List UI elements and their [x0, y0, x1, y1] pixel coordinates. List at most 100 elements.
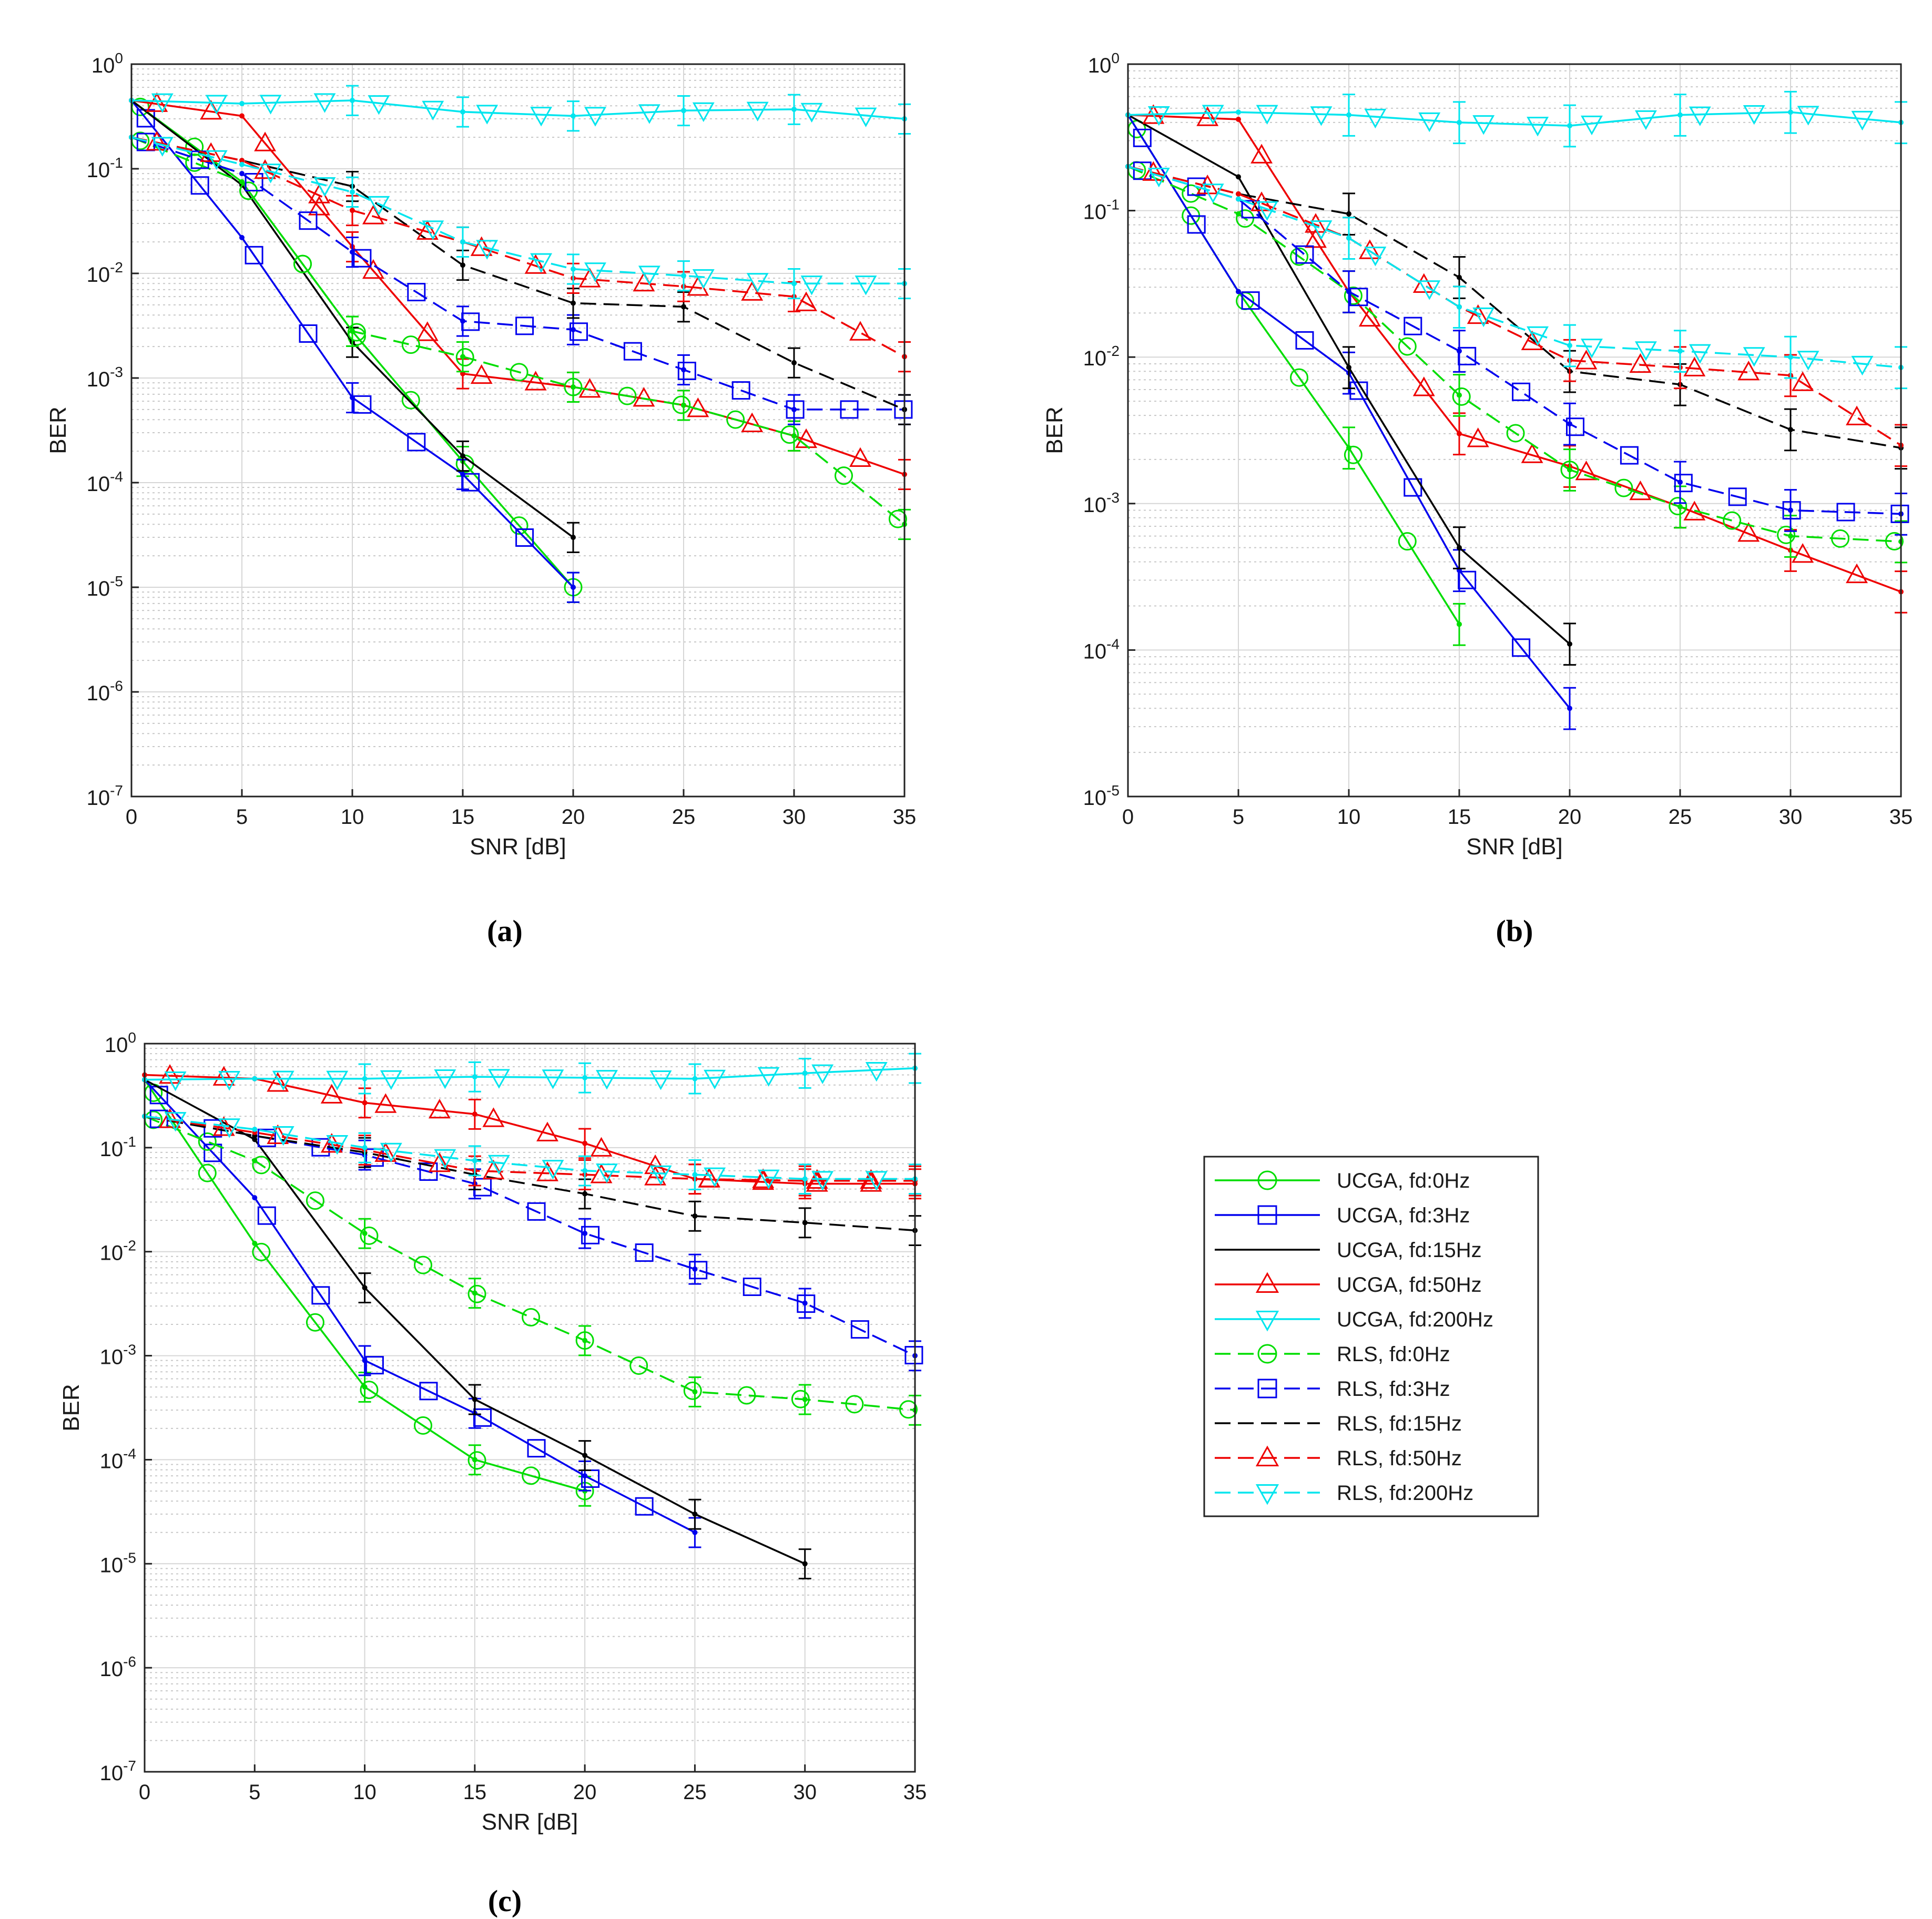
series-marker [515, 317, 534, 335]
series-marker [692, 102, 715, 123]
series-line [144, 1067, 916, 1081]
legend-entry: UCGA, fd:3Hz [1215, 1204, 1470, 1227]
series-marker [797, 1294, 816, 1313]
data-point [239, 100, 245, 106]
series-marker [299, 324, 318, 343]
series-marker [904, 1346, 923, 1365]
x-tick-label: 5 [249, 1781, 260, 1804]
series-marker [1560, 461, 1579, 479]
series-marker [1792, 543, 1814, 563]
series-marker [746, 273, 769, 293]
series-marker [850, 1320, 869, 1339]
axes-box [144, 1043, 916, 1773]
data-point [239, 171, 245, 177]
axes-box [1127, 63, 1902, 798]
legend-entry: UCGA, fd:50Hz [1215, 1272, 1482, 1297]
data-point [239, 234, 245, 240]
series-marker [1723, 511, 1742, 530]
panel-caption: (b) [1496, 914, 1533, 948]
legend-entry: UCGA, fd:200Hz [1215, 1308, 1493, 1332]
y-tick-label: 100 [1088, 50, 1120, 77]
series-marker [299, 211, 318, 230]
series-marker [407, 433, 426, 452]
series-marker [704, 1167, 726, 1187]
series-marker [786, 400, 805, 419]
x-tick-label: 35 [1889, 805, 1913, 829]
x-axis-label: SNR [dB] [470, 834, 566, 860]
series-marker [590, 1137, 613, 1157]
x-tick-label: 0 [139, 1781, 150, 1804]
series-marker [1147, 106, 1170, 126]
x-tick-label: 15 [451, 805, 475, 829]
series-line [1127, 166, 1902, 543]
x-tick-label: 35 [893, 805, 917, 829]
series-marker [806, 1172, 828, 1192]
series-marker [159, 1108, 181, 1128]
data-point [1236, 289, 1241, 294]
legend-marker [1255, 1272, 1279, 1293]
series-marker [894, 400, 913, 419]
series-marker [1472, 307, 1495, 328]
series-marker [731, 381, 750, 400]
series-marker [1241, 291, 1260, 310]
series-marker [413, 1255, 432, 1274]
series-marker [1404, 317, 1422, 335]
series-marker [380, 1142, 402, 1163]
series-marker [899, 1400, 918, 1419]
x-axis-label: SNR [dB] [1466, 834, 1562, 860]
series-marker [1147, 167, 1170, 188]
series-marker [840, 400, 859, 419]
series-marker [795, 428, 818, 448]
series-marker [865, 1061, 888, 1082]
series-marker [527, 1202, 546, 1221]
series-marker [164, 1112, 187, 1132]
series-marker [1305, 213, 1327, 233]
legend-label: UCGA, fd:3Hz [1337, 1204, 1470, 1227]
series-marker [845, 1395, 864, 1414]
series-marker [849, 321, 871, 341]
series-marker [467, 1284, 486, 1303]
series-marker [1295, 331, 1314, 350]
legend-marker [1255, 1445, 1279, 1466]
legend-marker [1257, 1379, 1277, 1399]
x-tick-label: 10 [1337, 805, 1361, 829]
legend-label: UCGA, fd:15Hz [1337, 1239, 1482, 1262]
series-marker [1418, 280, 1441, 300]
legend-marker [1257, 1344, 1277, 1364]
series-marker [380, 1070, 402, 1090]
series-marker [1836, 503, 1855, 522]
data-point [252, 1076, 258, 1081]
series-marker [888, 509, 907, 528]
data-point [1236, 116, 1241, 122]
data-point [239, 158, 245, 164]
series-marker [482, 1159, 505, 1180]
x-tick-label: 0 [126, 805, 137, 829]
x-tick-label: 10 [341, 805, 364, 829]
x-tick-label: 25 [1669, 805, 1692, 829]
series-marker [365, 1356, 384, 1375]
series-marker [689, 1261, 708, 1280]
y-axis-label: BER [1042, 406, 1067, 454]
x-tick-label: 20 [562, 805, 585, 829]
series-marker [374, 1142, 397, 1162]
series-marker [752, 1168, 775, 1188]
series-marker [368, 95, 390, 115]
series-marker [308, 196, 330, 216]
y-tick-label: 100 [105, 1029, 136, 1057]
series-marker [530, 107, 553, 127]
series-marker [1620, 446, 1639, 465]
series-marker [1581, 339, 1603, 359]
series-marker [205, 150, 228, 170]
series-marker [800, 275, 823, 295]
series-marker [584, 107, 606, 127]
series-marker [1527, 326, 1549, 346]
plot-area [1128, 64, 1901, 797]
legend-entry: UCGA, fd:0Hz [1215, 1169, 1470, 1192]
series-marker [461, 312, 480, 331]
legend: UCGA, fd:0Hz UCGA, fd:3Hz UCGA, fd:15Hz UCG… [1203, 1156, 1539, 1517]
series-marker [218, 1071, 241, 1091]
series-marker [726, 410, 745, 429]
series-marker [407, 283, 426, 302]
series-marker [306, 1313, 324, 1332]
